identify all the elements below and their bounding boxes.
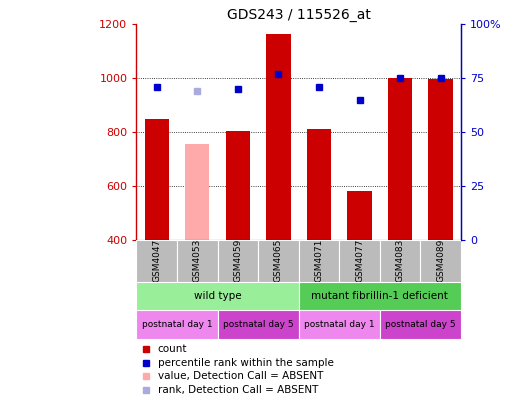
Bar (380, 240, 420, 282)
Text: postnatal day 1: postnatal day 1 (304, 320, 374, 329)
Text: GSM4077: GSM4077 (355, 239, 364, 282)
Bar (380, 310, 461, 339)
Text: wild type: wild type (194, 291, 242, 301)
Text: GSM4089: GSM4089 (436, 239, 445, 282)
Text: GSM4065: GSM4065 (274, 239, 283, 282)
Text: postnatal day 5: postnatal day 5 (223, 320, 294, 329)
Bar (428, 79, 453, 240)
Bar (420, 240, 461, 282)
Title: GDS243 / 115526_at: GDS243 / 115526_at (227, 8, 371, 22)
Bar (266, 34, 290, 240)
Bar (218, 310, 299, 339)
Bar (185, 144, 210, 240)
Text: percentile rank within the sample: percentile rank within the sample (158, 358, 333, 368)
Bar (299, 310, 380, 339)
Bar (339, 240, 380, 282)
Bar (388, 78, 412, 240)
Text: postnatal day 5: postnatal day 5 (385, 320, 456, 329)
Bar (347, 191, 372, 240)
Text: count: count (158, 344, 187, 354)
Bar (145, 119, 169, 240)
Bar (136, 282, 299, 310)
Bar (299, 240, 339, 282)
Bar (177, 240, 217, 282)
Bar (299, 282, 461, 310)
Bar (218, 240, 258, 282)
Bar (136, 310, 218, 339)
Text: GSM4047: GSM4047 (152, 239, 161, 282)
Text: value, Detection Call = ABSENT: value, Detection Call = ABSENT (158, 371, 323, 381)
Text: GSM4083: GSM4083 (396, 239, 405, 282)
Text: GSM4053: GSM4053 (193, 239, 202, 282)
Text: rank, Detection Call = ABSENT: rank, Detection Call = ABSENT (158, 385, 318, 395)
Text: GSM4071: GSM4071 (315, 239, 323, 282)
Text: mutant fibrillin-1 deficient: mutant fibrillin-1 deficient (312, 291, 448, 301)
Bar (307, 129, 331, 240)
Text: postnatal day 1: postnatal day 1 (142, 320, 212, 329)
Bar (136, 240, 177, 282)
Bar (258, 240, 299, 282)
Text: GSM4059: GSM4059 (233, 239, 243, 282)
Bar (226, 131, 250, 240)
